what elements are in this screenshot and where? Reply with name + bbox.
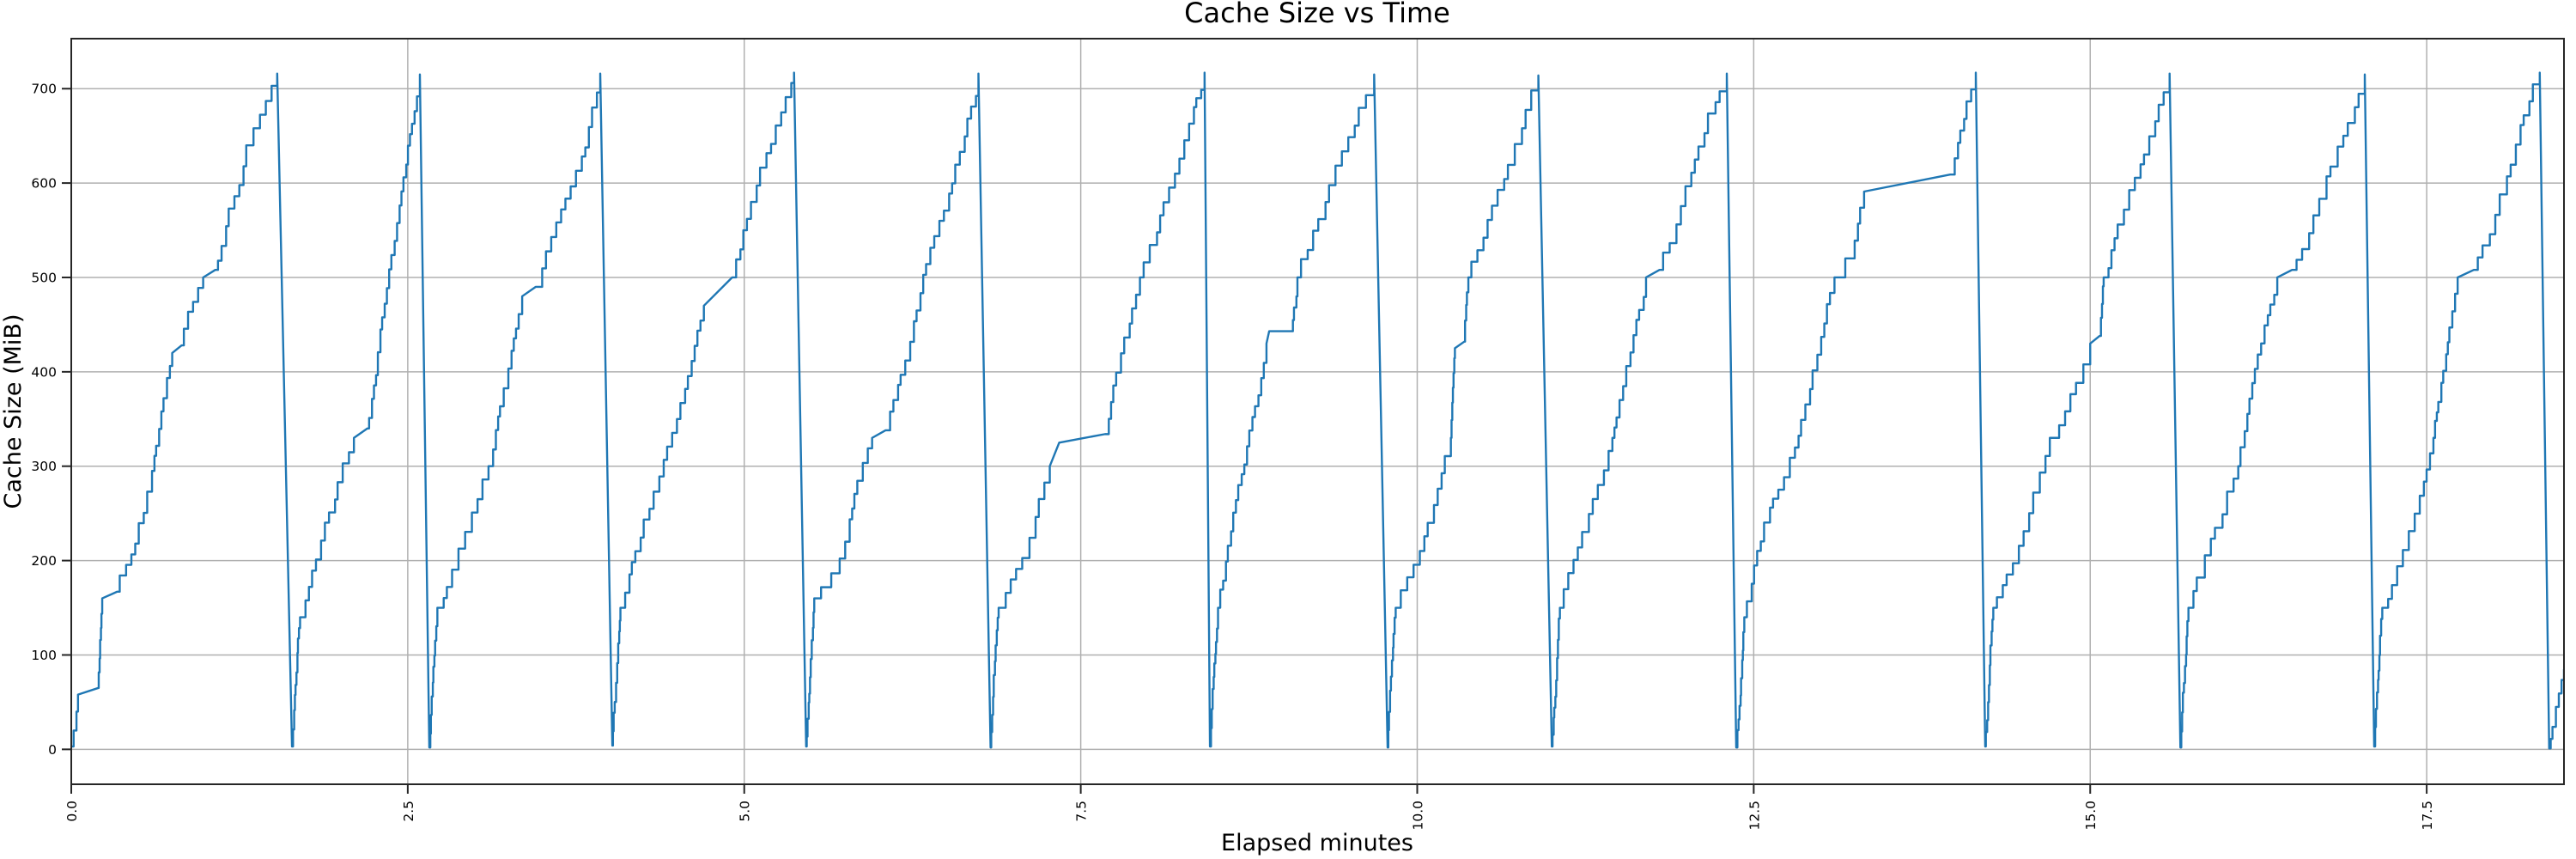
y-tick-label: 500 (31, 270, 57, 285)
gridlines (70, 39, 2564, 784)
plot-border (70, 38, 2565, 785)
y-tick-label: 700 (31, 82, 57, 97)
x-tick-label: 5.0 (738, 801, 753, 822)
x-tick-label: 17.5 (2420, 801, 2435, 831)
x-tick-label: 12.5 (1747, 801, 1762, 831)
y-tick-label: 400 (31, 364, 57, 380)
y-axis-label: Cache Size (MiB) (0, 314, 27, 509)
x-tick-label: 10.0 (1410, 801, 1425, 831)
y-tick-label: 600 (31, 176, 57, 192)
x-tick-label: 7.5 (1074, 801, 1090, 822)
chart-title: Cache Size vs Time (1184, 0, 1450, 29)
x-tick-label: 0.0 (64, 801, 80, 822)
y-tick-label: 0 (48, 742, 57, 758)
x-tick-label: 15.0 (2083, 801, 2099, 831)
y-tick-label: 100 (31, 648, 57, 663)
cache-size-line (71, 71, 2564, 750)
y-tick-labels: 0 100 200 300 400 500 600 700 (31, 82, 57, 758)
x-tick-label: 2.5 (401, 801, 416, 822)
series-layer (71, 71, 2564, 750)
x-tick-labels: 0.0 2.5 5.0 7.5 10.0 12.5 15.0 17.5 (64, 801, 2435, 831)
y-tick-label: 300 (31, 459, 57, 474)
axis-ticks (62, 88, 2428, 794)
x-axis-label: Elapsed minutes (1221, 830, 1413, 856)
y-tick-label: 200 (31, 553, 57, 569)
